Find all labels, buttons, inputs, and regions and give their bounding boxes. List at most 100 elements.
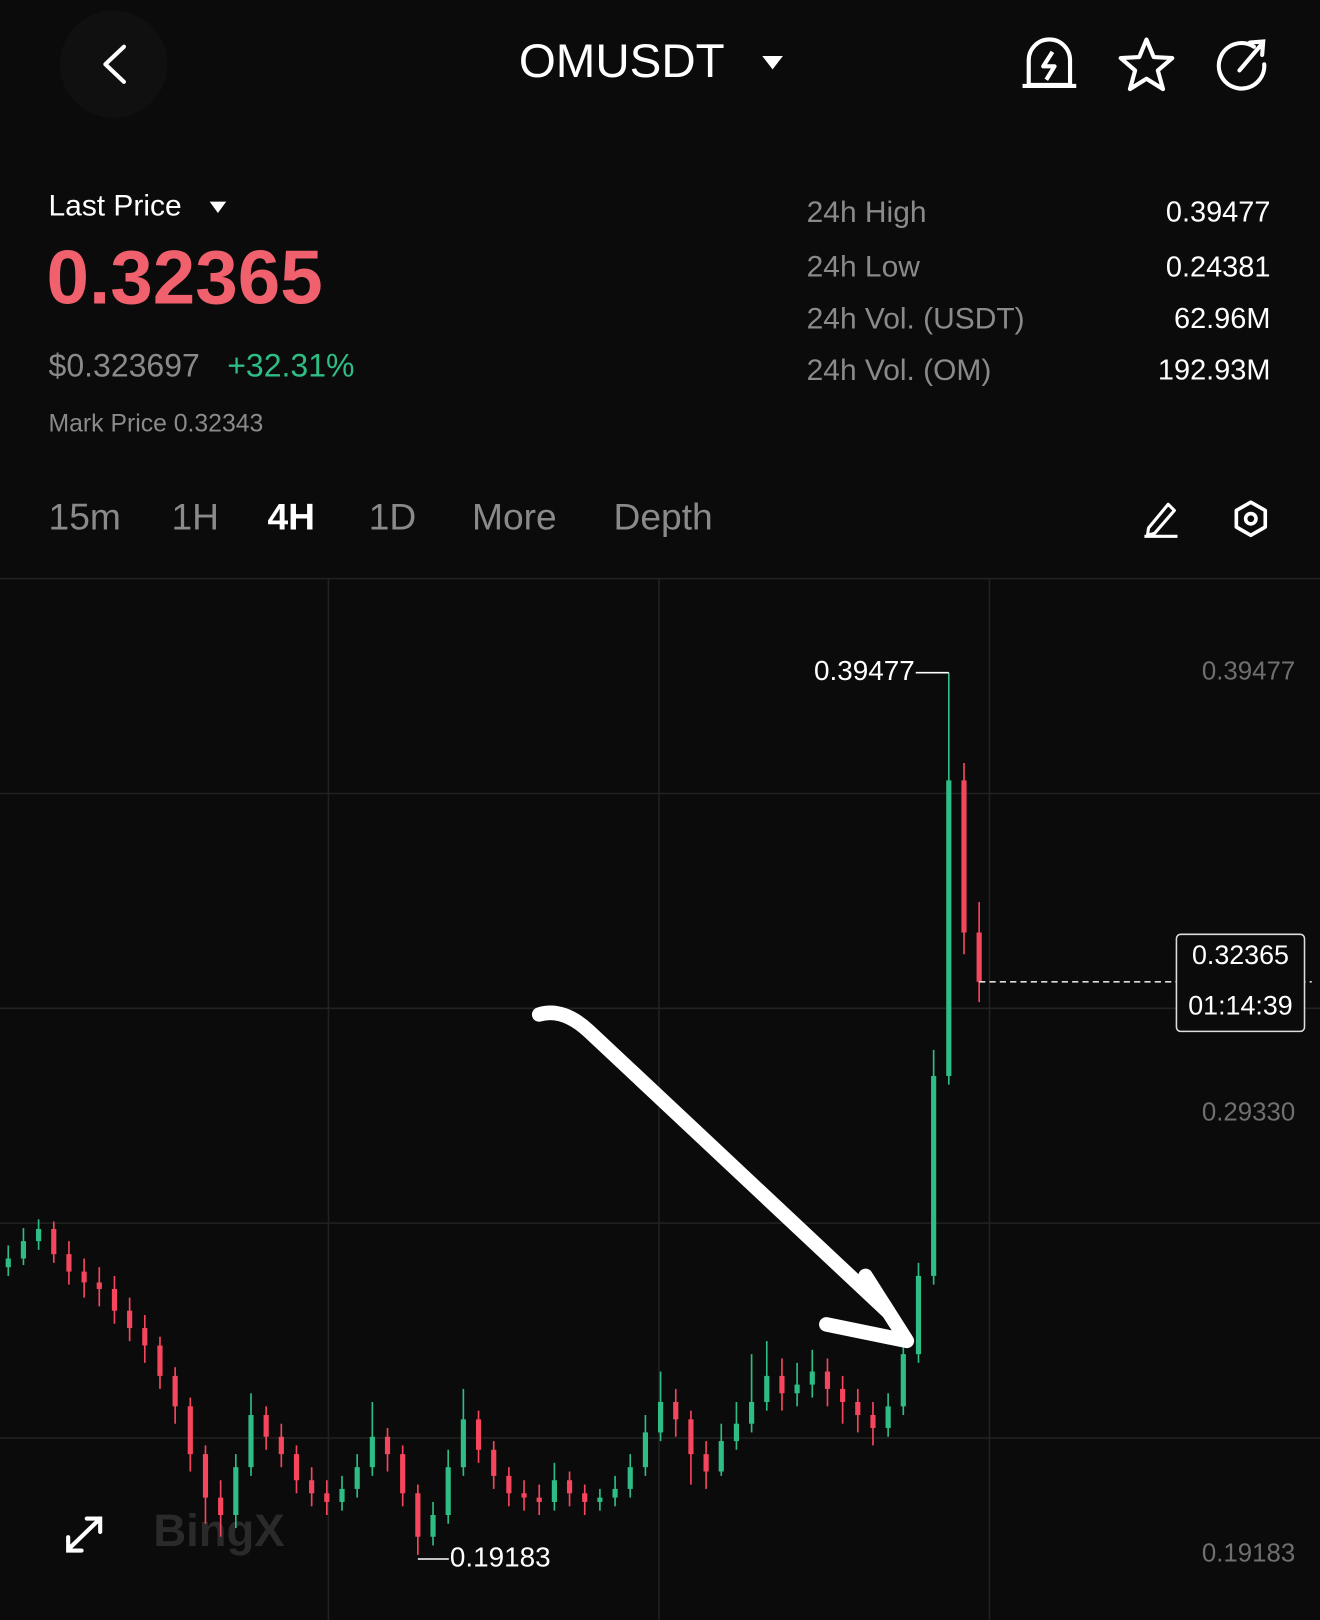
mark-price: Mark Price 0.32343	[49, 410, 264, 437]
candle-body	[202, 1454, 209, 1498]
bell	[1026, 37, 1073, 87]
annotation-arrow-head	[819, 1268, 915, 1349]
timeframe-tab[interactable]: 1H	[171, 496, 219, 538]
candle-body	[324, 1493, 330, 1502]
back-button[interactable]	[59, 10, 168, 118]
candle-body	[794, 1384, 800, 1394]
candle-body	[293, 1454, 300, 1481]
candle-body	[172, 1375, 178, 1407]
candle-body	[688, 1419, 694, 1455]
last-price-dropdown[interactable]	[209, 201, 227, 214]
candle-body	[582, 1493, 588, 1502]
candle-body	[369, 1436, 375, 1468]
annotation-arrow	[531, 1005, 896, 1320]
settings-hex	[1234, 500, 1268, 538]
draw-tool-icon[interactable]	[1144, 502, 1178, 538]
candle-body	[900, 1354, 906, 1407]
bolt	[1041, 50, 1057, 81]
candle-body	[51, 1228, 57, 1255]
candle-body	[278, 1436, 284, 1455]
candle-body	[354, 1467, 360, 1489]
candle-body	[931, 1075, 937, 1276]
candle-body	[96, 1282, 102, 1289]
candle-body	[5, 1258, 11, 1268]
stat-label: 24h Vol. (OM)	[807, 354, 992, 387]
candle-body	[536, 1497, 542, 1502]
candle-body	[733, 1423, 740, 1442]
candle-body	[66, 1254, 72, 1272]
timeframe-tab[interactable]: Depth	[614, 496, 713, 538]
candle-body	[915, 1275, 922, 1355]
candle-body	[855, 1401, 861, 1416]
candle-body	[263, 1415, 269, 1437]
expand-arrows	[66, 1516, 103, 1553]
candle-body	[36, 1228, 42, 1242]
stat-value: 62.96M	[1174, 303, 1270, 335]
alert-icon[interactable]	[1022, 37, 1077, 89]
fullscreen-icon[interactable]	[66, 1516, 103, 1553]
candle-body	[885, 1406, 891, 1429]
symbol-dropdown[interactable]	[762, 56, 783, 70]
share-arrow	[1237, 39, 1266, 73]
y-tick-label: 0.19183	[1202, 1540, 1295, 1568]
low-marker-label: 0.19183	[450, 1541, 551, 1572]
plot: 0.39477 0.29330 0.19183 0.39477 0.19183 0.323…	[5, 655, 1312, 1572]
candle-body	[627, 1467, 633, 1489]
last-price-label[interactable]: Last Price	[49, 190, 182, 223]
symbol[interactable]: OMUSDT	[519, 35, 725, 88]
candle-body	[703, 1454, 709, 1472]
stat-value: 192.93M	[1158, 355, 1270, 387]
candle-body	[657, 1401, 664, 1433]
high-marker-label: 0.39477	[814, 655, 915, 686]
timeframe-tab[interactable]: 15m	[49, 496, 121, 538]
settings-icon[interactable]	[1234, 500, 1268, 538]
timeframe-tabs: 15m 1H 4H 1D More Depth	[49, 496, 713, 538]
favorite-icon[interactable]	[1118, 37, 1175, 92]
candle-body	[642, 1432, 648, 1468]
candle-body	[460, 1419, 466, 1468]
y-tick-label: 0.29330	[1202, 1099, 1295, 1127]
candle-body	[384, 1436, 391, 1455]
stats: 24h High 0.39477 24h Low 0.24381 24h Vol. (U…	[807, 196, 1271, 387]
back-button-bg	[59, 10, 168, 118]
candle-body	[779, 1375, 785, 1394]
candle-body	[339, 1488, 345, 1502]
price-change: +32.31%	[227, 347, 354, 383]
settings-dot	[1243, 511, 1258, 526]
candle-body	[430, 1515, 436, 1537]
candle-body	[612, 1488, 618, 1498]
candle-body	[187, 1406, 193, 1455]
usd-price: $0.323697	[49, 347, 200, 383]
candle-body	[521, 1493, 527, 1498]
timeframe-tab[interactable]: More	[472, 496, 557, 538]
timeframe-tab[interactable]: 4H	[268, 496, 316, 538]
candle-body	[445, 1467, 451, 1516]
candle-body	[764, 1375, 770, 1402]
y-tick-label: 0.39477	[1202, 657, 1295, 685]
candle-body	[415, 1493, 421, 1537]
candle-body	[142, 1328, 148, 1346]
candle-body	[551, 1480, 557, 1502]
stat-value: 0.24381	[1166, 251, 1271, 283]
candle-body	[475, 1419, 482, 1450]
share-icon[interactable]	[1216, 39, 1267, 91]
stat-label: 24h Low	[807, 251, 921, 284]
candle-body	[111, 1288, 118, 1311]
share-arc	[1216, 41, 1267, 91]
timeframe-tab[interactable]: 1D	[369, 496, 417, 538]
candle-body	[961, 780, 967, 933]
candle-body	[218, 1497, 224, 1516]
candle-body	[506, 1475, 512, 1494]
candle-body	[946, 780, 952, 1076]
last-price: 0.32365	[46, 235, 322, 320]
candle-body	[20, 1241, 27, 1259]
candle-body	[81, 1271, 87, 1283]
candle-body	[749, 1401, 755, 1424]
candle-body	[127, 1310, 133, 1329]
stat-label: 24h High	[807, 196, 927, 229]
candle-body	[309, 1480, 315, 1494]
last-price-tag	[1175, 933, 1306, 1033]
candle-body	[597, 1497, 603, 1502]
